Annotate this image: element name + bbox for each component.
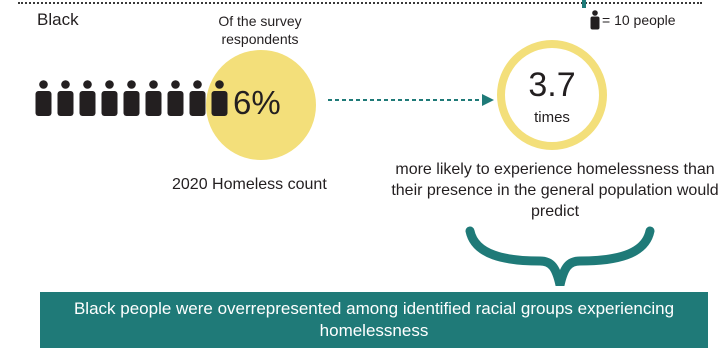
legend: = 10 people <box>590 10 676 30</box>
dashed-arrow <box>328 94 494 106</box>
person-icon <box>35 80 52 116</box>
people-icons-row <box>35 80 228 116</box>
multiplier-circle <box>497 40 607 150</box>
person-icon <box>590 10 600 30</box>
person-icon <box>167 80 184 116</box>
survey-caption: Of the survey respondents <box>218 13 302 47</box>
multiplier-description: more likely to experience homelessness t… <box>391 161 719 220</box>
curly-brace <box>465 226 655 287</box>
multiplier-value: 3.7 <box>528 66 576 104</box>
person-icon <box>79 80 96 116</box>
multiplier-unit: times <box>534 109 570 126</box>
legend-text: = 10 people <box>602 12 676 28</box>
group-label: Black <box>37 10 79 29</box>
person-icon <box>189 80 206 116</box>
homeless-count-label: 2020 Homeless count <box>172 176 327 193</box>
person-icon <box>123 80 140 116</box>
person-icon <box>57 80 74 116</box>
top-divider <box>18 2 702 4</box>
summary-banner-text: Black people were overrepresented among … <box>73 299 675 340</box>
summary-banner: Black people were overrepresented among … <box>40 292 708 348</box>
person-icon <box>211 80 228 116</box>
survey-percent: 6% <box>233 84 281 121</box>
top-accent-mark <box>582 0 586 8</box>
person-icon <box>101 80 118 116</box>
person-icon <box>145 80 162 116</box>
